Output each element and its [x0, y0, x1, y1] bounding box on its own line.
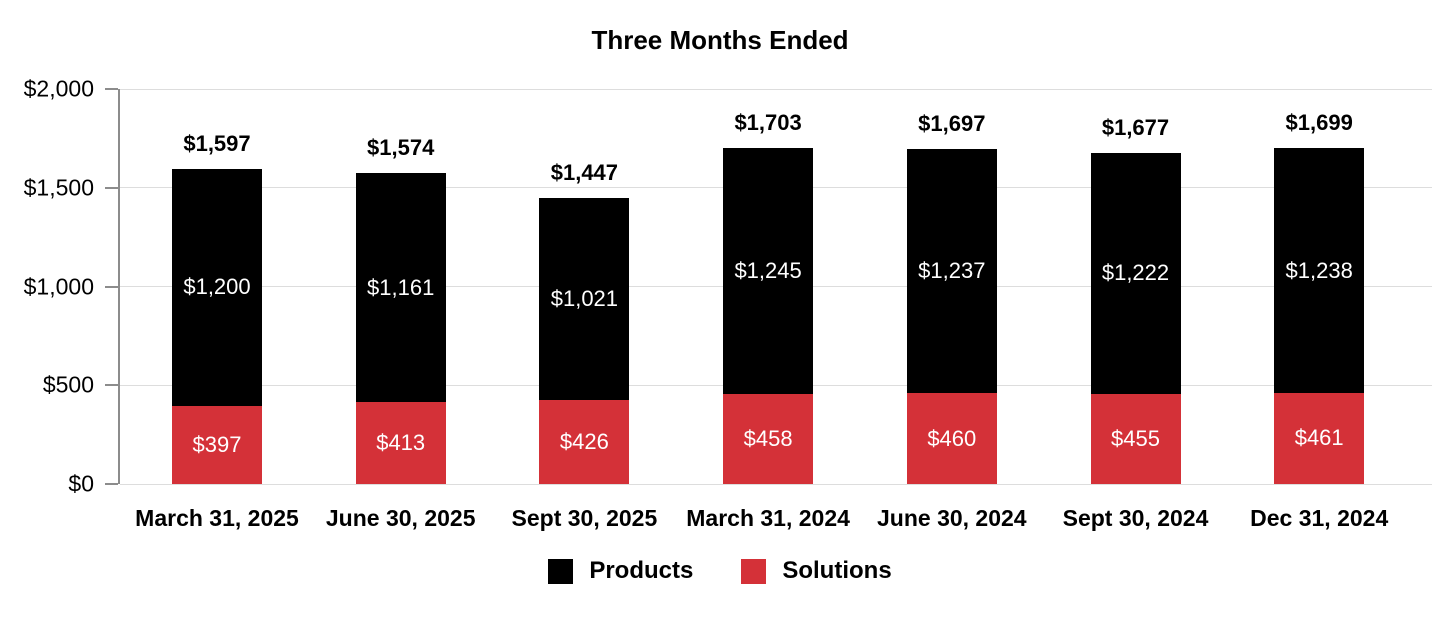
stacked-bar: $460 $1,237 [906, 148, 997, 484]
bar-segment-products: $1,161 [355, 173, 446, 403]
stacked-bar: $458 $1,245 [723, 147, 814, 484]
legend-swatch-products [548, 558, 574, 584]
bar-segment-solutions: $461 [1274, 392, 1365, 484]
bar-segment-label: $458 [743, 425, 793, 451]
bar-segment-label: $1,021 [550, 286, 619, 312]
bar-segment-label: $455 [1111, 426, 1160, 452]
chart-title: Three Months Ended [591, 25, 849, 55]
bar-segment-label: $1,237 [918, 258, 986, 283]
bar-segment-solutions: $460 [906, 393, 997, 484]
legend-swatch-solutions [741, 558, 767, 584]
plot-area: $0 $500 $1,000 $1,500 $2,000 $397 $1,200 $1,597… [24, 76, 1432, 531]
x-axis-label: Sept 30, 2025 [511, 505, 658, 531]
bar-segment-products: $1,237 [906, 148, 997, 394]
y-axis-tick-label: $0 [68, 470, 94, 497]
bar-total-label: $1,699 [1285, 110, 1353, 136]
chart-legend: Products Solutions [0, 557, 1440, 585]
legend-label: Solutions [782, 557, 892, 584]
bar-segment-products: $1,222 [1090, 152, 1181, 395]
y-axis-tick [105, 186, 118, 189]
bar-segment-solutions: $426 [539, 399, 630, 484]
y-axis-tick-label: $1,000 [23, 273, 94, 299]
y-axis-tick [105, 483, 118, 485]
bar-segment-label: $1,238 [1285, 257, 1353, 283]
y-axis-tick [105, 384, 118, 387]
y-axis-tick [105, 285, 118, 288]
gridline [120, 88, 1432, 90]
bar-segment-label: $460 [927, 425, 977, 451]
bar-total-label: $1,677 [1101, 114, 1170, 140]
bar-segment-products: $1,238 [1274, 148, 1365, 393]
stacked-bar: $426 $1,021 [539, 198, 630, 484]
x-axis-label: June 30, 2025 [325, 505, 476, 531]
bar-total-label: $1,597 [183, 130, 251, 156]
y-axis-tick [105, 88, 118, 90]
bar-segment-label: $1,200 [183, 274, 251, 300]
gridline [120, 483, 1432, 485]
y-axis-tick-label: $500 [42, 371, 94, 398]
bar-segment-label: $413 [376, 430, 426, 456]
y-axis-tick-label: $2,000 [23, 75, 94, 102]
legend-item-products: Products [548, 557, 693, 585]
stacked-bar: $397 $1,200 [172, 168, 262, 484]
bar-total-label: $1,574 [367, 135, 435, 161]
bar-segment-solutions: $413 [355, 402, 446, 484]
x-axis-label: March 31, 2024 [686, 505, 850, 531]
bar-segment-products: $1,021 [539, 198, 630, 400]
bar-segment-label: $397 [192, 431, 242, 457]
bar-total-label: $1,697 [918, 110, 986, 136]
bar-total-label: $1,703 [734, 109, 802, 135]
bar-segment-label: $461 [1294, 425, 1344, 451]
bar-total-label: $1,447 [550, 160, 619, 186]
legend-label: Products [589, 557, 694, 584]
bar-segment-products: $1,200 [172, 168, 262, 406]
stacked-bar: $413 $1,161 [355, 173, 446, 484]
bar-segment-label: $1,161 [367, 274, 435, 300]
bar-segment-label: $426 [559, 428, 609, 454]
stacked-bar: $455 $1,222 [1090, 152, 1181, 484]
bar-segment-label: $1,245 [734, 257, 802, 283]
bar-segment-solutions: $458 [723, 393, 814, 484]
bar-segment-products: $1,245 [723, 147, 814, 394]
bar-segment-solutions: $397 [172, 405, 262, 484]
stacked-bar: $461 $1,238 [1274, 148, 1365, 484]
x-axis-label: Sept 30, 2024 [1062, 505, 1209, 531]
x-axis-label: Dec 31, 2024 [1250, 505, 1389, 531]
legend-item-solutions: Solutions [741, 557, 892, 585]
y-axis-tick-label: $1,500 [23, 174, 94, 201]
x-axis-label: March 31, 2025 [135, 505, 299, 531]
bar-segment-solutions: $455 [1090, 394, 1181, 484]
bar-segment-label: $1,222 [1101, 260, 1170, 286]
x-axis-label: June 30, 2024 [876, 505, 1027, 531]
